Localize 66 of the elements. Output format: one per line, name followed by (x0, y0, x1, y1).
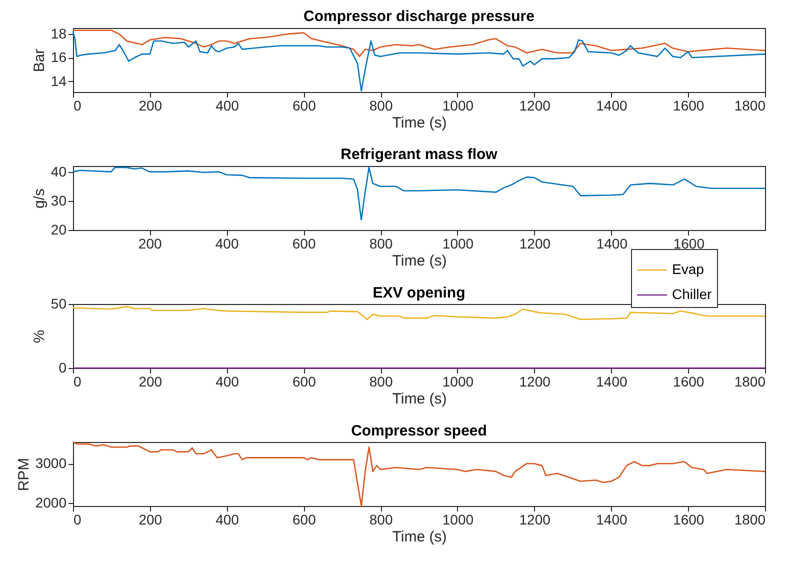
y-tick-label: 18 (50, 25, 67, 42)
x-tick-label: 1800 (734, 512, 766, 528)
y-tick-label: 16 (50, 49, 67, 66)
x-tick-label: 1200 (519, 236, 551, 252)
x-tick-label: 1000 (442, 374, 474, 390)
chart-title: Refrigerant mass flow (340, 146, 498, 163)
x-tick-label: 200 (138, 236, 162, 252)
x-tick-label: 200 (138, 98, 162, 114)
x-tick-label: 1400 (596, 236, 628, 252)
x-tick-label: 400 (215, 236, 239, 252)
line-series (72, 30, 766, 58)
y-axis-title: % (30, 330, 48, 344)
x-tick-label: 1600 (673, 236, 705, 252)
chart-title: Compressor speed (351, 422, 487, 440)
x-tick-label: 1400 (596, 374, 628, 390)
x-tick-label: 1200 (519, 374, 551, 390)
y-axis-title: RPM (15, 458, 32, 492)
x-tick-label: 0 (74, 98, 82, 114)
x-tick-label: 1400 (596, 98, 628, 114)
x-axis-title: Time (s) (392, 114, 447, 132)
x-tick-label: 800 (369, 98, 393, 114)
x-tick-label: 1600 (673, 512, 704, 528)
x-tick-label: 200 (138, 374, 162, 390)
x-axis-title: Time (s) (392, 528, 447, 546)
x-tick-label: 1200 (519, 98, 551, 114)
y-tick-label: 2000 (35, 494, 67, 510)
y-tick-label: 0 (58, 360, 67, 376)
x-tick-label: 400 (216, 512, 240, 528)
y-axis-title: Bar (30, 48, 48, 72)
y-tick-label: 30 (50, 192, 67, 208)
x-tick-label: 1200 (519, 512, 551, 528)
x-tick-label: 600 (292, 512, 316, 528)
x-tick-label: 1000 (442, 236, 474, 252)
chart-title: EXV opening (372, 284, 466, 302)
x-tick-label: 1600 (673, 374, 704, 390)
x-tick-label: 600 (292, 374, 316, 390)
y-tick-label: 3000 (35, 455, 67, 472)
x-tick-label: 1400 (596, 512, 628, 528)
x-tick-label: 200 (138, 512, 162, 528)
chart-title: Compressor discharge pressure (304, 8, 534, 25)
x-tick-label: 800 (369, 374, 393, 390)
x-tick-label: 1600 (673, 98, 704, 114)
y-axis-title: g/s (30, 188, 48, 209)
x-axis-title: Time (s) (392, 390, 447, 408)
x-tick-label: 800 (369, 512, 393, 528)
x-axis-title: Time (s) (392, 252, 447, 270)
x-tick-label: 0 (74, 512, 82, 528)
x-tick-label: 800 (369, 236, 393, 252)
x-tick-label: 1800 (734, 98, 766, 114)
x-tick-label: 400 (216, 98, 240, 114)
x-tick-label: 400 (216, 374, 240, 390)
y-tick-label: 40 (50, 163, 67, 180)
x-tick-label: 600 (292, 98, 316, 114)
line-series (72, 166, 766, 220)
y-tick-label: 50 (50, 296, 67, 312)
x-tick-label: 1000 (442, 512, 474, 528)
line-series (72, 30, 766, 92)
legend-label: Evap (672, 261, 704, 277)
x-tick-label: 600 (292, 236, 316, 252)
y-tick-label: 20 (50, 222, 67, 238)
x-tick-label: 0 (74, 374, 82, 390)
x-tick-label: 1800 (734, 374, 766, 390)
line-series (72, 306, 766, 320)
x-tick-label: 1000 (442, 98, 474, 114)
y-tick-label: 14 (50, 72, 67, 89)
legend-label: Chiller (672, 286, 712, 302)
